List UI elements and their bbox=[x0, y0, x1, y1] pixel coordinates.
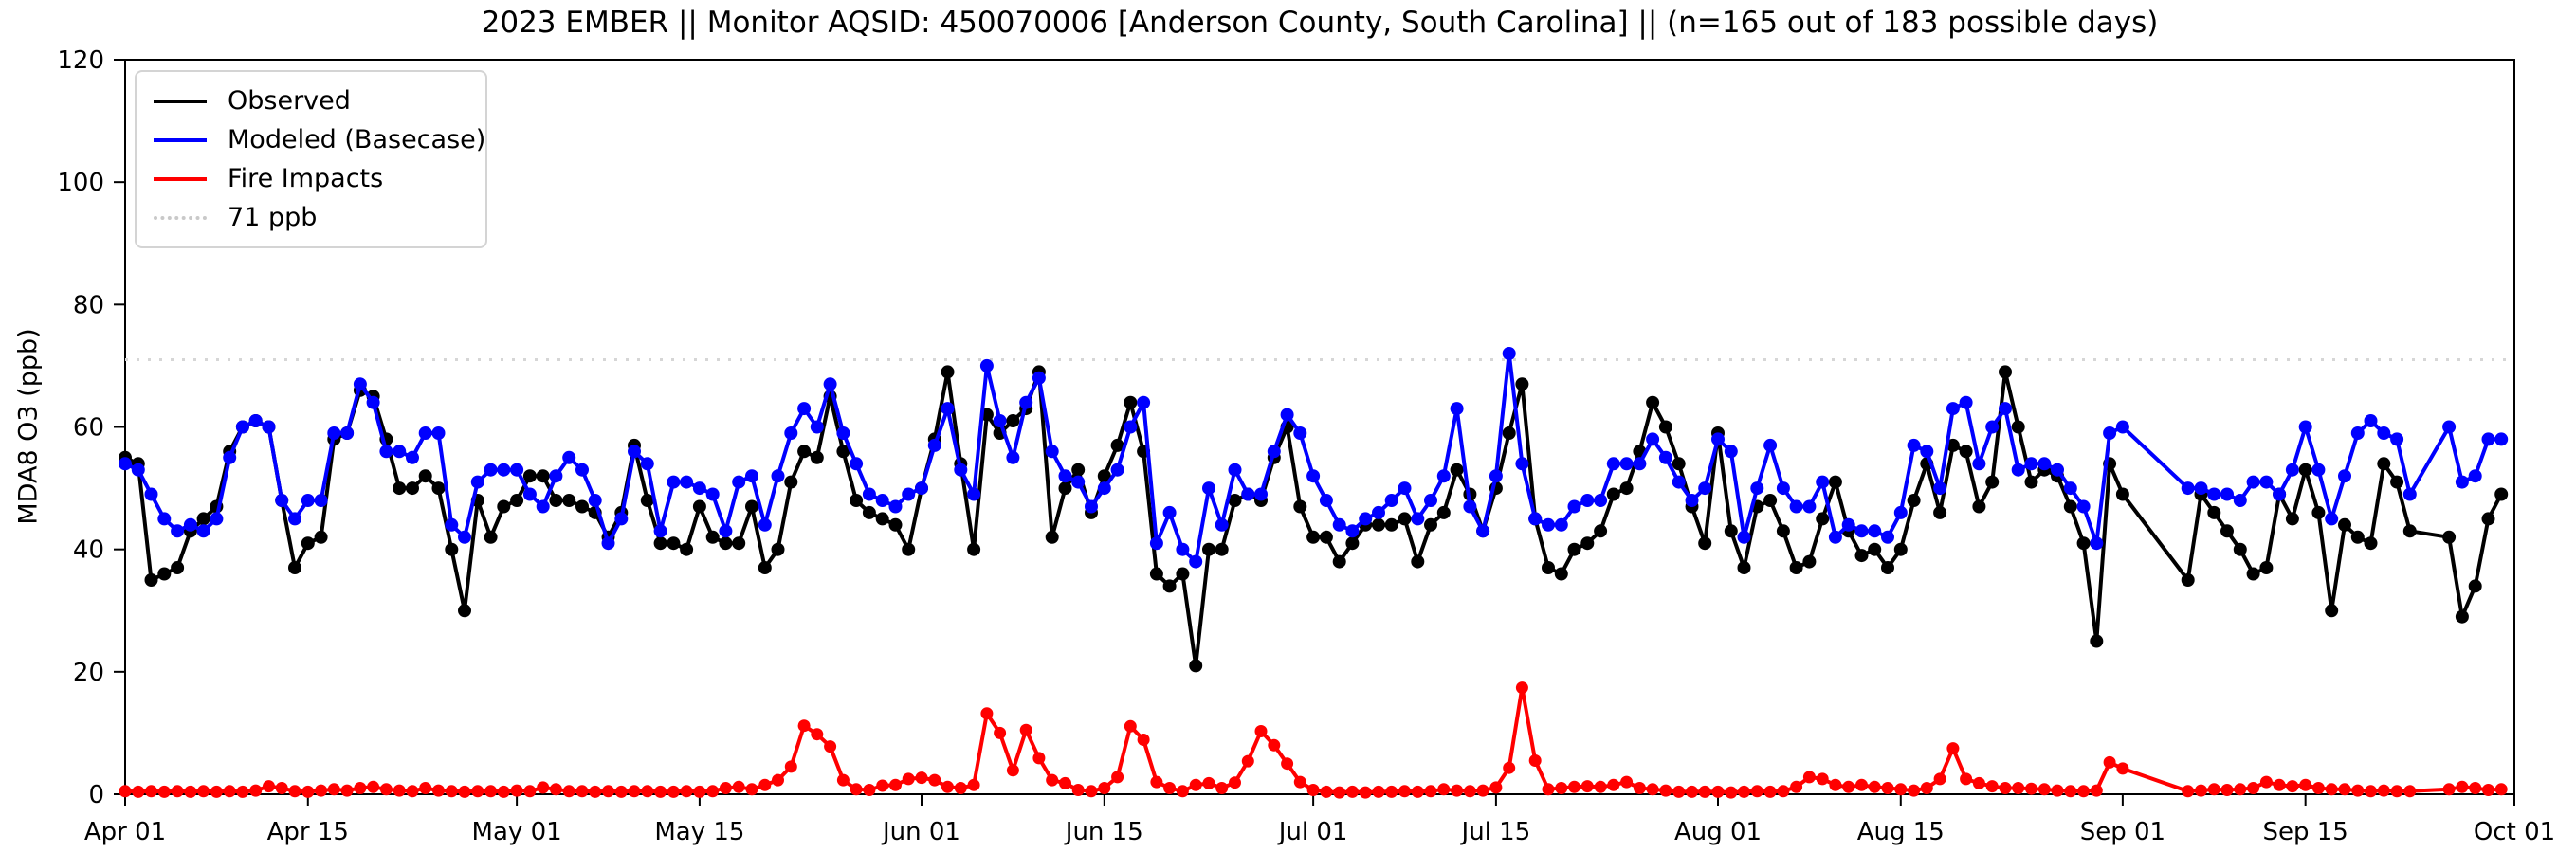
svg-text:Jul 01: Jul 01 bbox=[1277, 818, 1348, 846]
fire-line-swatch bbox=[154, 176, 207, 181]
svg-text:100: 100 bbox=[57, 169, 104, 197]
svg-text:Oct 01: Oct 01 bbox=[2474, 818, 2555, 846]
svg-text:Aug 01: Aug 01 bbox=[1674, 818, 1762, 846]
legend-item-observed: Observed bbox=[154, 82, 468, 120]
svg-text:May 15: May 15 bbox=[654, 818, 744, 846]
legend-label-threshold: 71 ppb bbox=[228, 203, 318, 232]
svg-text:May 01: May 01 bbox=[472, 818, 562, 846]
svg-text:Aug 15: Aug 15 bbox=[1857, 818, 1945, 846]
svg-text:120: 120 bbox=[57, 46, 104, 75]
svg-text:Jul 15: Jul 15 bbox=[1460, 818, 1531, 846]
legend-box: Observed Modeled (Basecase) Fire Impacts… bbox=[135, 70, 487, 248]
svg-text:60: 60 bbox=[73, 414, 104, 443]
svg-text:20: 20 bbox=[73, 659, 104, 687]
svg-text:Sep 01: Sep 01 bbox=[2080, 818, 2165, 846]
svg-text:Sep 15: Sep 15 bbox=[2262, 818, 2348, 846]
svg-text:Jun 15: Jun 15 bbox=[1064, 818, 1143, 846]
legend-item-fire: Fire Impacts bbox=[154, 159, 468, 198]
modeled-line-swatch bbox=[154, 137, 207, 142]
legend-label-observed: Observed bbox=[228, 86, 351, 116]
chart-title: 2023 EMBER || Monitor AQSID: 450070006 [… bbox=[481, 6, 2159, 40]
svg-text:Apr 15: Apr 15 bbox=[267, 818, 349, 846]
svg-text:0: 0 bbox=[88, 781, 104, 809]
legend-label-fire: Fire Impacts bbox=[228, 164, 384, 193]
legend-label-modeled: Modeled (Basecase) bbox=[228, 125, 486, 154]
threshold-line-swatch bbox=[154, 215, 207, 220]
observed-line-swatch bbox=[154, 99, 207, 103]
legend-item-modeled: Modeled (Basecase) bbox=[154, 120, 485, 159]
legend-item-threshold: 71 ppb bbox=[154, 198, 468, 237]
svg-text:Apr 01: Apr 01 bbox=[84, 818, 166, 846]
svg-text:40: 40 bbox=[73, 536, 104, 565]
svg-text:Jun 01: Jun 01 bbox=[881, 818, 960, 846]
svg-text:80: 80 bbox=[73, 291, 104, 319]
